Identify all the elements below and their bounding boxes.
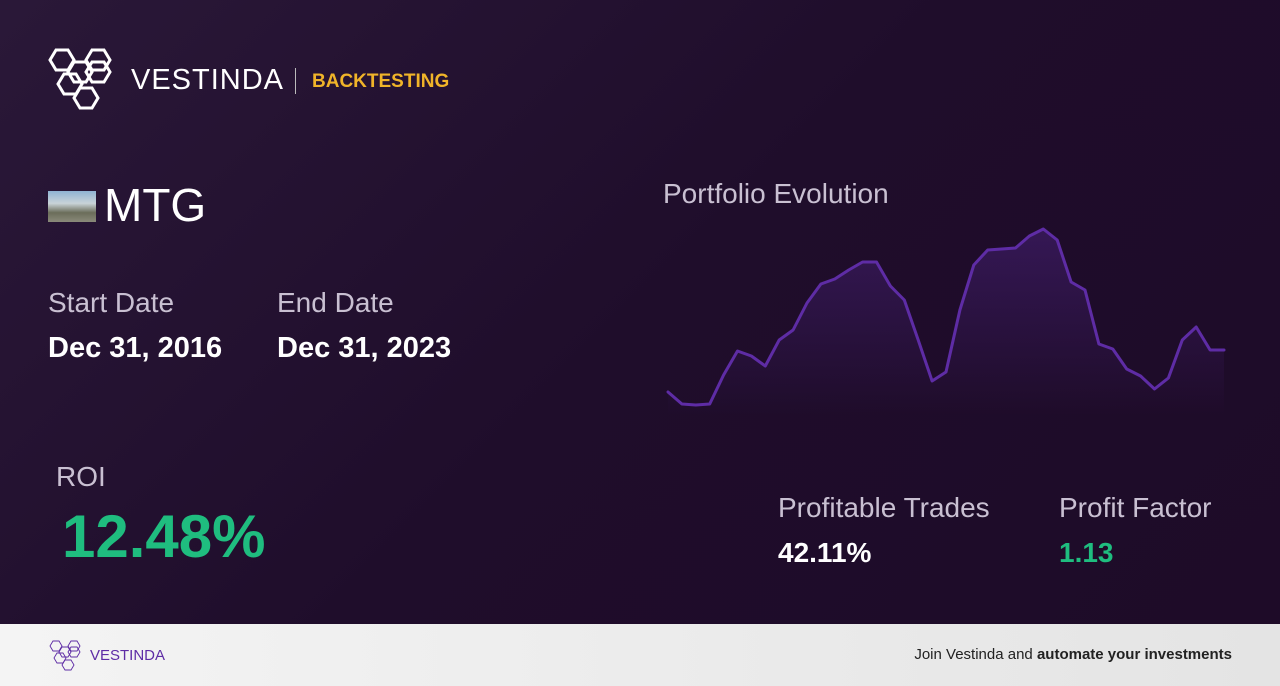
line [666, 227, 1226, 407]
section: BACKTESTING [312, 71, 450, 92]
trades-value: 42.11% [778, 537, 872, 568]
pf-value: 1.13 [1059, 537, 1114, 568]
card: VESTINDA BACKTESTING MTG Start Date Dec … [0, 0, 1280, 624]
chart-title: Portfolio Evolution [663, 178, 889, 209]
roi-label: ROI [56, 461, 106, 492]
footer-text: Join Vestinda and [914, 646, 1033, 663]
roi-value: 12.48% [62, 503, 266, 570]
footer: VESTINDA Join Vestinda and automate your… [0, 624, 1280, 686]
footer-brand: VESTINDA [90, 647, 166, 664]
logo-icon [48, 48, 112, 110]
divider [295, 68, 296, 94]
end-value: Dec 31, 2023 [277, 332, 452, 364]
footer-emphasis: automate your investments [1036, 646, 1232, 663]
ticker: MTG [104, 179, 207, 231]
chart [666, 227, 1226, 415]
ticker-image [48, 191, 96, 222]
start-label: Start Date [48, 287, 175, 318]
end-label: End Date [277, 287, 394, 318]
pf-label: Profit Factor [1059, 492, 1212, 523]
trades-label: Profitable Trades [778, 492, 990, 523]
footer-logo-icon [49, 640, 81, 671]
footer-cta: Join Vestinda and automate your investme… [914, 646, 1232, 663]
start-value: Dec 31, 2016 [48, 332, 223, 364]
brand: VESTINDA [131, 64, 285, 96]
area [668, 229, 1224, 415]
